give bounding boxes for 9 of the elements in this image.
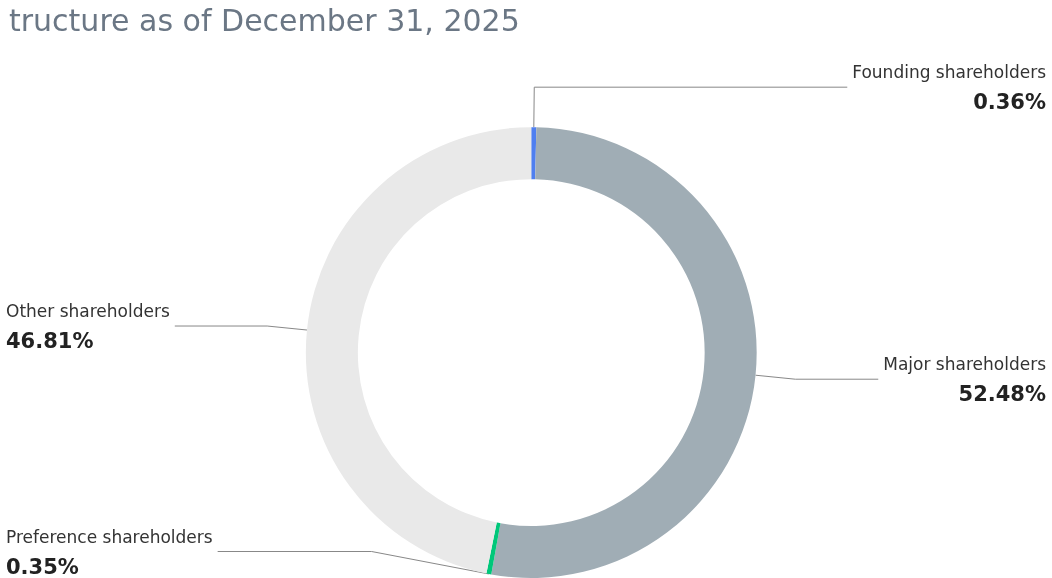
data-label: 0.36% (973, 90, 1046, 115)
data-label: 46.81% (6, 329, 94, 354)
data-label: 52.48% (958, 382, 1046, 407)
slice-label: Major shareholders (883, 354, 1047, 375)
data-label: 0.35% (6, 554, 79, 578)
slice-label: Other shareholders (6, 301, 170, 322)
slice-label: Preference shareholders (6, 526, 213, 547)
chart-title: tructure as of December 31, 2025 (9, 2, 520, 38)
slice-label: Founding shareholders (852, 62, 1047, 83)
